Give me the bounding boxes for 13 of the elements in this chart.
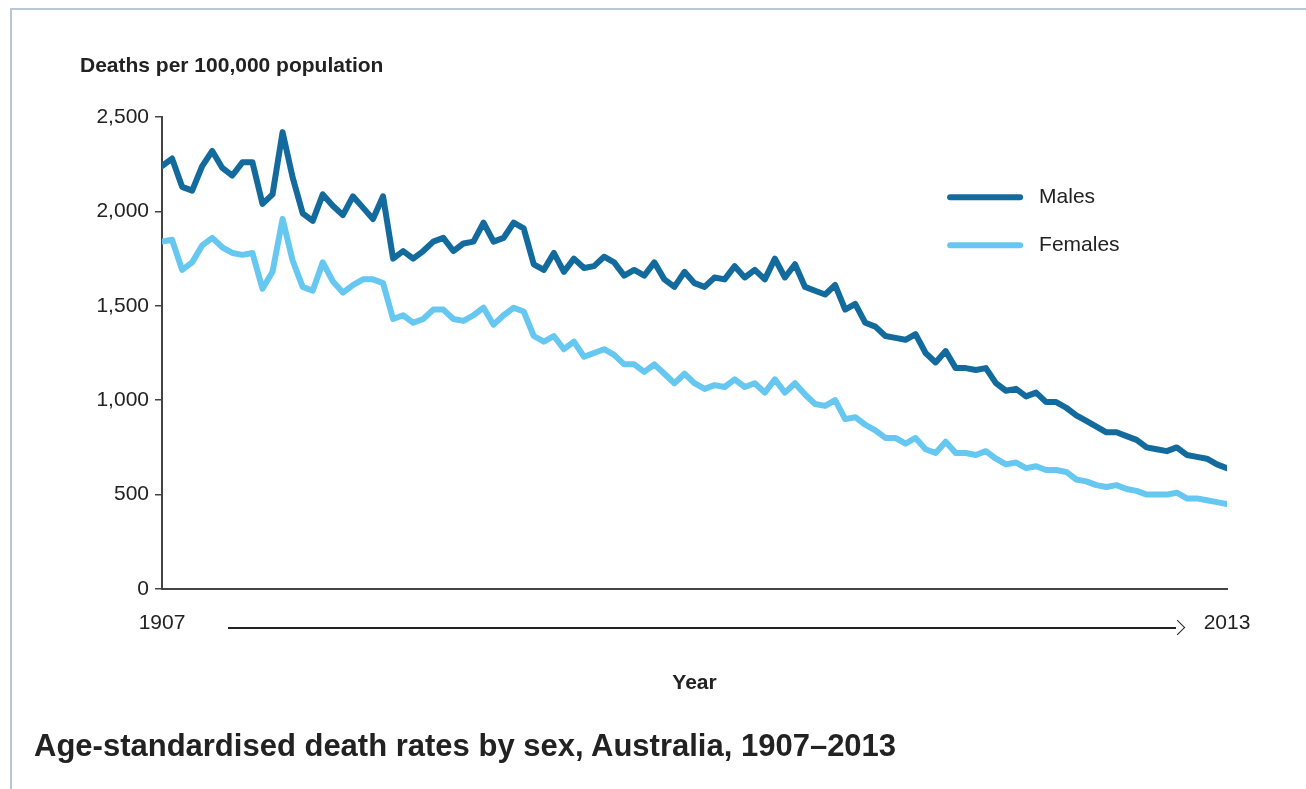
x-tick-label: 1907 [138, 610, 186, 634]
y-tick-label: 0 [137, 575, 149, 599]
text: Age-standardised death rates by sex, Australia, 1907–2013 [34, 728, 897, 764]
y-tick-label: 1,500 [96, 292, 149, 316]
x-tick-label: 2013 [1203, 610, 1251, 634]
legend-label: Females [1039, 232, 1120, 256]
y-axis-title: Deaths per 100,000 population [80, 52, 384, 76]
x-axis-title: Year [672, 670, 717, 694]
y-tick-label: 2,000 [96, 198, 149, 222]
y-tick-label: 500 [113, 481, 149, 505]
legend-label: Males [1039, 184, 1096, 208]
y-tick-label: 1,000 [96, 387, 149, 410]
y-tick-label: 2,500 [96, 103, 149, 127]
